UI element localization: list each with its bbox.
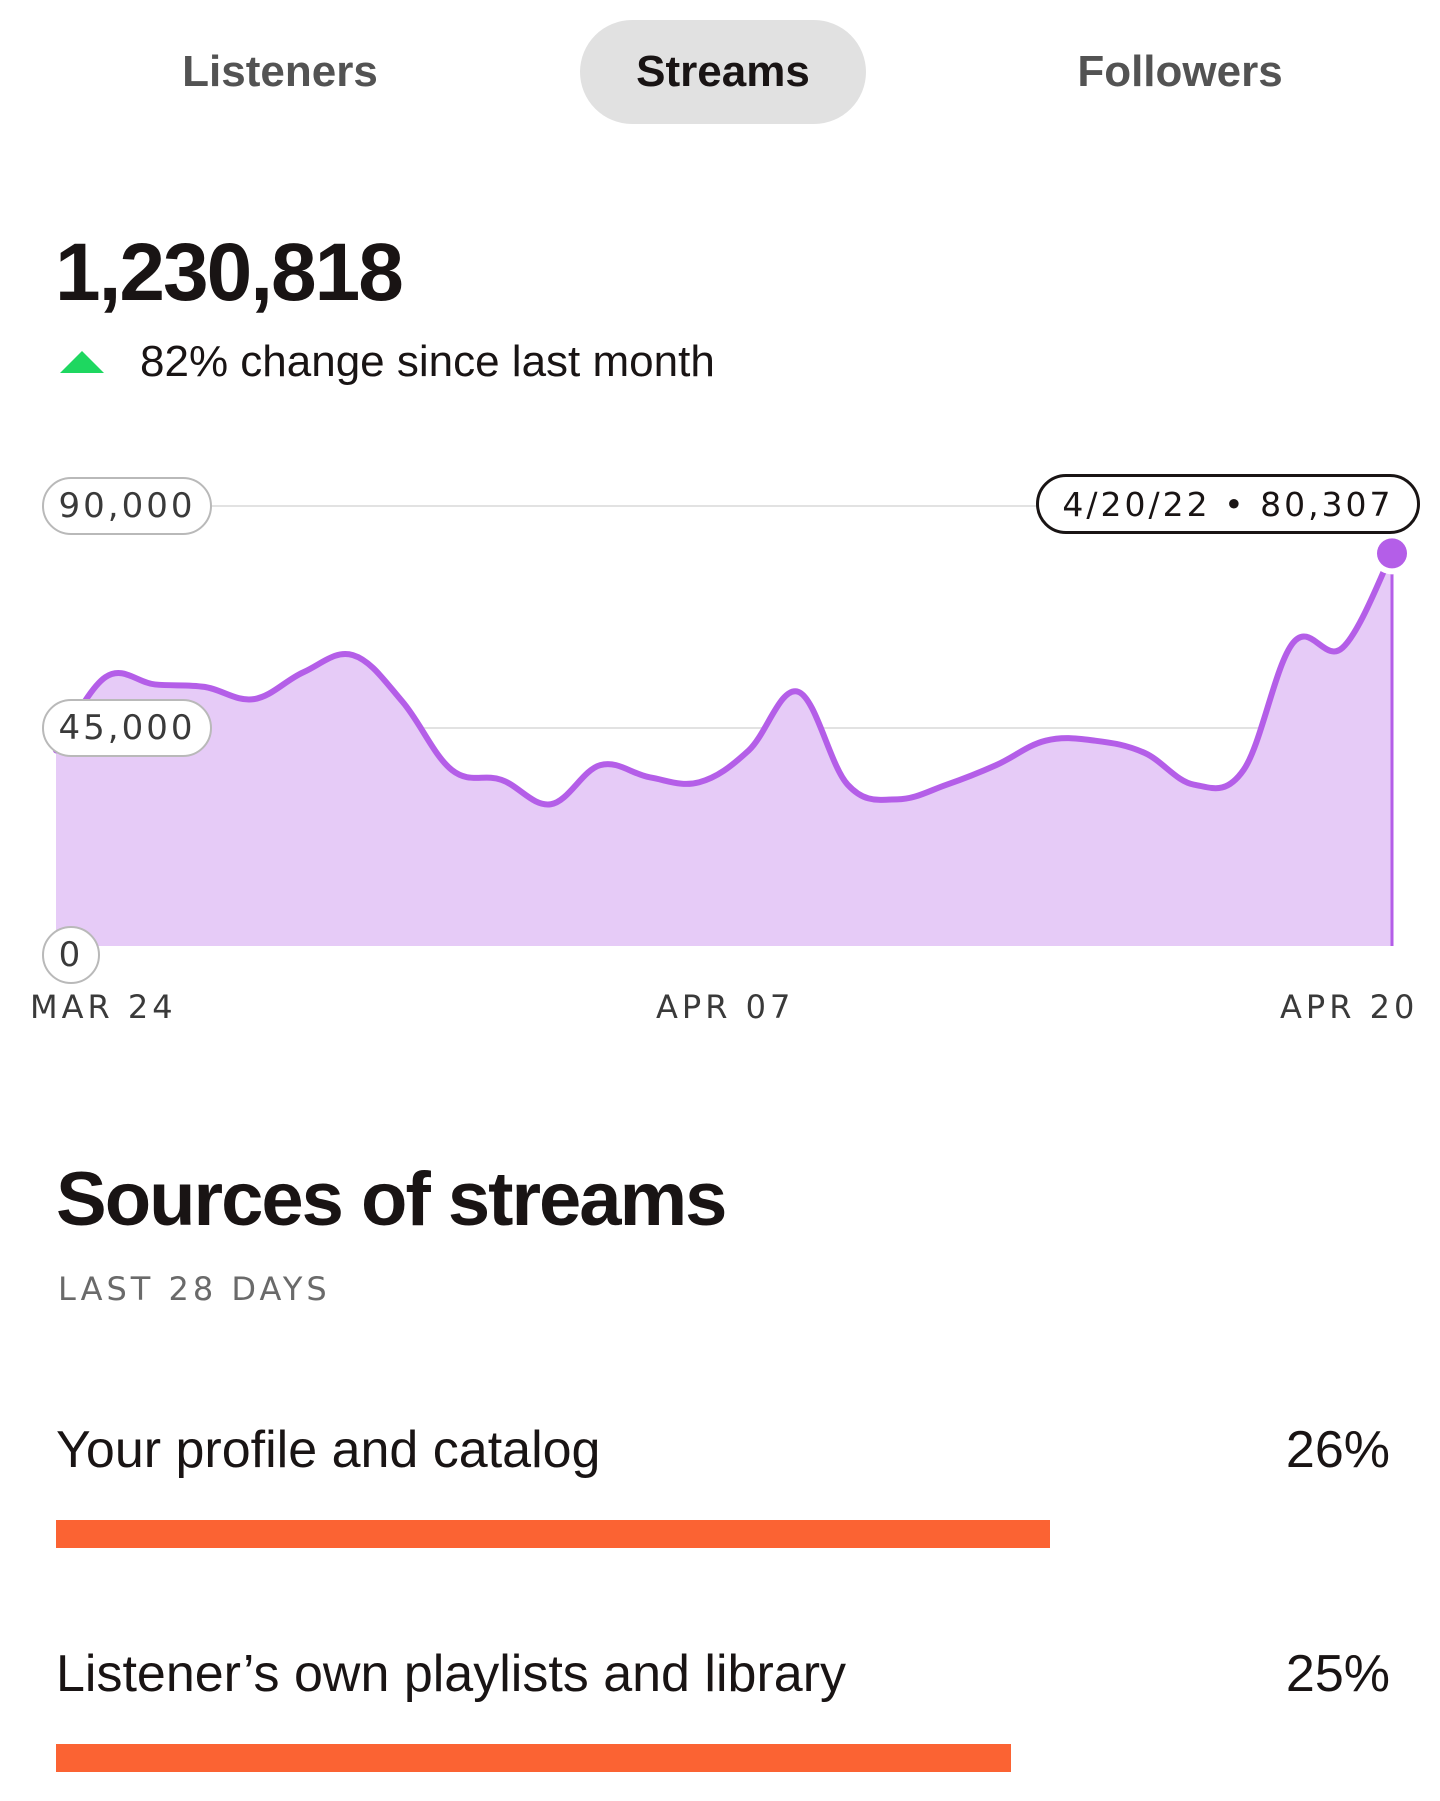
chart-cursor-point[interactable] bbox=[1377, 538, 1407, 569]
chart-line bbox=[53, 550, 1395, 808]
total-streams-value: 1,230,818 bbox=[55, 227, 404, 318]
source-bar-fill bbox=[56, 1520, 1050, 1548]
source-label: Your profile and catalog bbox=[56, 1421, 601, 1479]
streams-chart-svg[interactable] bbox=[0, 440, 1440, 1040]
source-bar-track bbox=[56, 1520, 1390, 1548]
source-label: Listener’s own playlists and library bbox=[56, 1645, 847, 1703]
tab-followers[interactable]: Followers bbox=[1077, 47, 1283, 96]
source-bar-track bbox=[56, 1744, 1390, 1772]
streams-chart[interactable]: 90,000 45,000 0 4/20/22 • 80,307 MAR 24 … bbox=[0, 440, 1440, 1040]
metric-tabs: Listeners Streams Followers bbox=[0, 20, 1440, 128]
source-bar-fill bbox=[56, 1744, 1012, 1772]
x-tick-label: MAR 24 bbox=[30, 988, 177, 1026]
x-tick-label: APR 07 bbox=[656, 988, 795, 1026]
y-tick-label: 90,000 bbox=[42, 477, 212, 535]
change-text: 82% change since last month bbox=[140, 337, 715, 386]
chart-tooltip: 4/20/22 • 80,307 bbox=[1036, 474, 1420, 534]
sources-period-label: LAST 28 DAYS bbox=[58, 1270, 331, 1308]
x-tick-label: APR 20 bbox=[1280, 988, 1419, 1026]
chart-area-fill bbox=[56, 553, 1392, 946]
source-percent: 26% bbox=[1285, 1421, 1390, 1479]
tab-streams[interactable]: Streams bbox=[580, 20, 866, 124]
tab-listeners[interactable]: Listeners bbox=[182, 47, 378, 96]
up-arrow-icon bbox=[60, 351, 104, 373]
change-indicator: 82% change since last month bbox=[60, 336, 715, 388]
source-percent: 25% bbox=[1285, 1645, 1390, 1703]
sources-title: Sources of streams bbox=[56, 1157, 727, 1242]
y-tick-label: 45,000 bbox=[42, 699, 212, 757]
y-tick-label: 0 bbox=[42, 926, 100, 984]
